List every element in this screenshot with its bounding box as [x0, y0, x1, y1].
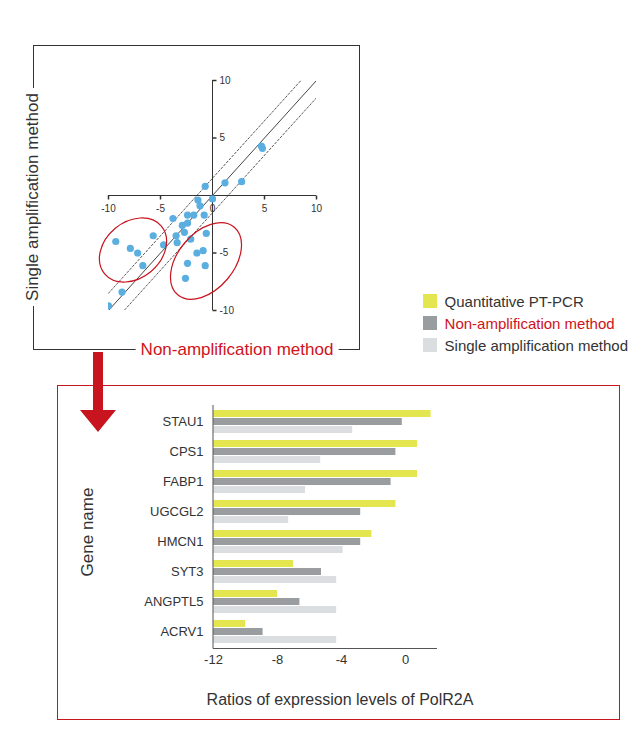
- svg-text:HMCN1: HMCN1: [157, 534, 203, 549]
- svg-text:STAU1: STAU1: [163, 414, 204, 429]
- svg-text:-10: -10: [101, 203, 116, 214]
- svg-text:5: 5: [220, 132, 226, 143]
- svg-text:UGCGL2: UGCGL2: [150, 504, 203, 519]
- svg-text:SYT3: SYT3: [171, 564, 204, 579]
- svg-text:-8: -8: [272, 652, 284, 667]
- svg-text:10: 10: [311, 203, 323, 214]
- html-text:Single amplification method: Single amplification method: [444, 336, 628, 354]
- svg-text:ACRV1: ACRV1: [160, 624, 203, 639]
- svg-text:10: 10: [220, 75, 232, 86]
- html-text:Gene name: Gene name: [78, 487, 97, 577]
- html-text:Quantitative PT-PCR: Quantitative PT-PCR: [444, 292, 584, 310]
- svg-text:ANGPTL5: ANGPTL5: [144, 594, 203, 609]
- svg-text:FABP1: FABP1: [163, 474, 203, 489]
- svg-text:-12: -12: [204, 652, 223, 667]
- svg-text:5: 5: [262, 203, 268, 214]
- html-text:Non-amplification method: Non-amplification method: [140, 340, 334, 359]
- html-text:Ratios of expression levels of: Ratios of expression levels of PolR2A: [206, 691, 474, 708]
- html-text:Single amplification method: Single amplification method: [23, 93, 42, 301]
- svg-text:CPS1: CPS1: [170, 444, 204, 459]
- svg-text:-4: -4: [336, 652, 348, 667]
- html-text:Non-amplification method: Non-amplification method: [444, 314, 615, 332]
- svg-text:-10: -10: [220, 305, 235, 316]
- svg-text:-5: -5: [220, 247, 229, 258]
- svg-text:0: 0: [210, 203, 216, 214]
- svg-text:-5: -5: [156, 203, 165, 214]
- svg-text:0: 0: [402, 652, 409, 667]
